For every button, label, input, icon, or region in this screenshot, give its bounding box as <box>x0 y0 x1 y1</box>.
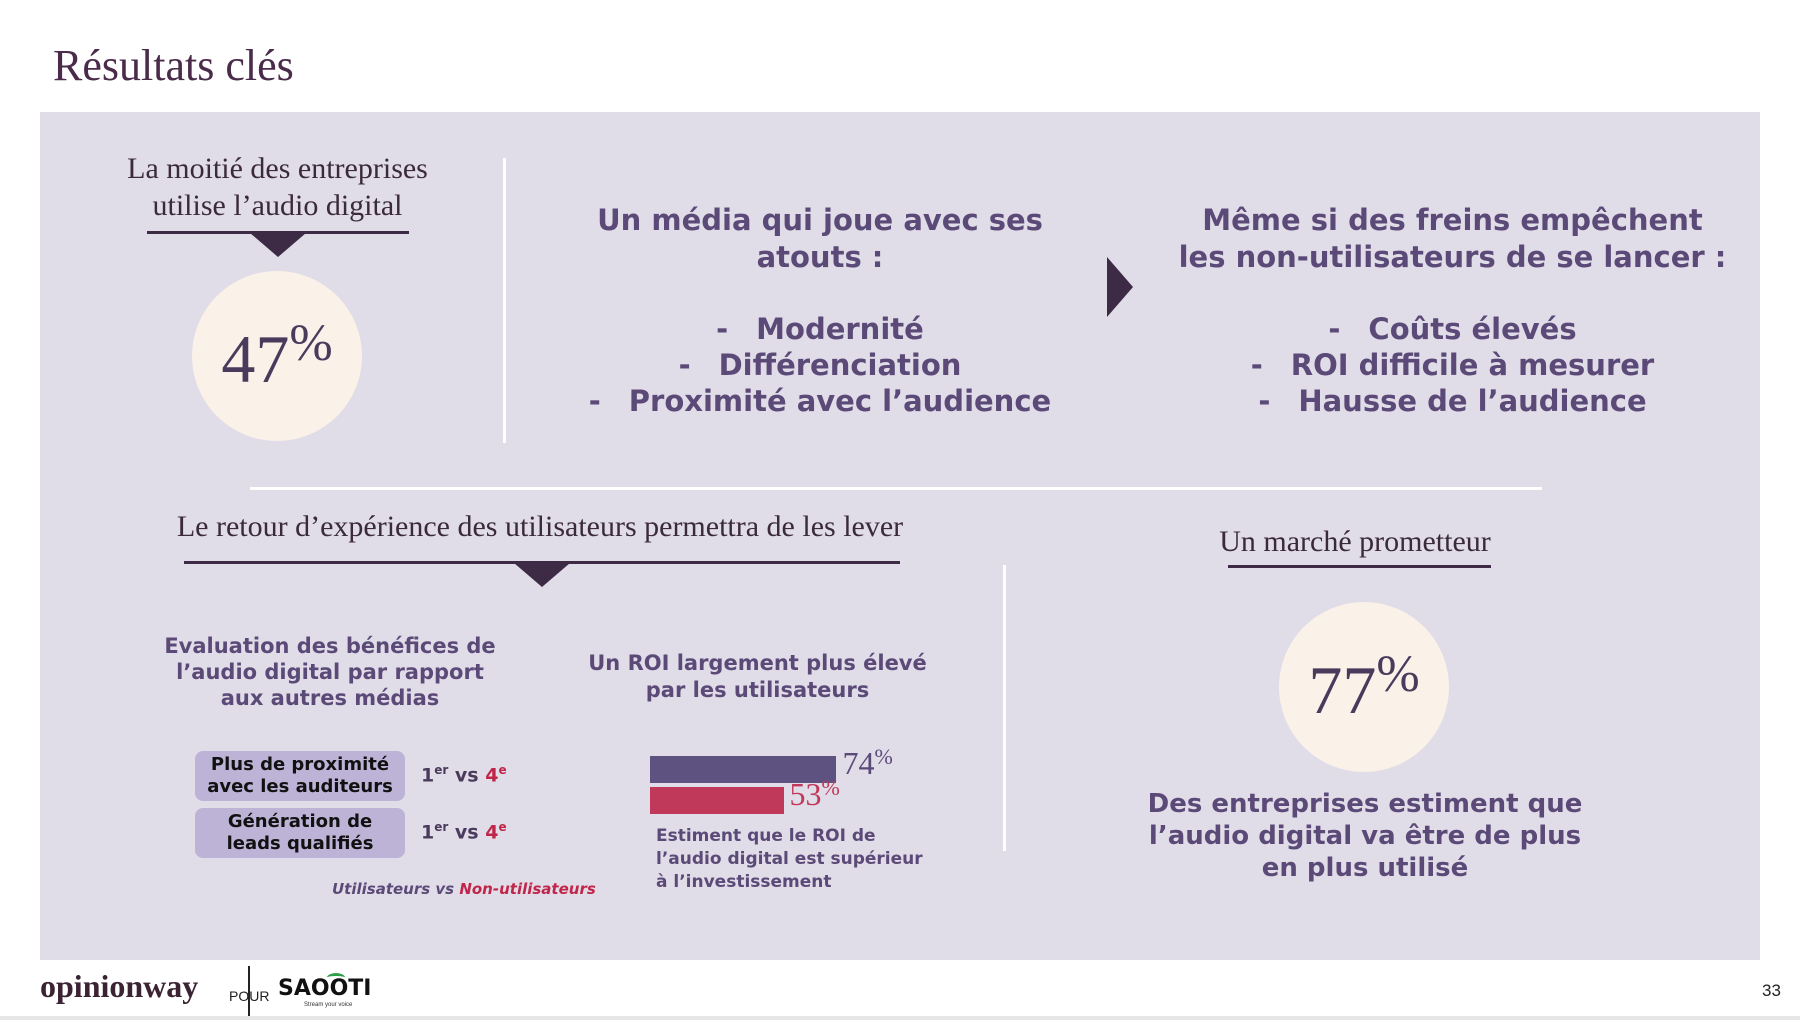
barriers-heading-line2: les non-utilisateurs de se lancer : <box>1178 240 1727 274</box>
feedback-notch <box>514 563 570 587</box>
assets-heading-line2: atouts : <box>756 240 884 274</box>
roi-caption: Estiment que le ROI de l’audio digital e… <box>656 826 923 892</box>
roi-bar-chart: 74% 53% <box>650 744 970 820</box>
barriers-list: - Coûts élevés - ROI difficile à mesurer -… <box>1180 311 1725 419</box>
roi-label-users: 74% <box>842 744 893 781</box>
barriers-heading-line1: Même si des freins empêchent <box>1202 203 1703 237</box>
right-arrow-icon <box>1107 257 1133 317</box>
barriers-heading: Même si des freins empêchent les non-uti… <box>1170 202 1735 276</box>
bottom-edge <box>0 1016 1800 1020</box>
saooti-logo: SAOOTI <box>278 976 372 1001</box>
users-legend: Utilisateurs vs Non-utilisateurs <box>332 880 596 898</box>
market-caption: Des entreprises estiment que l’audio dig… <box>1147 789 1583 883</box>
benefit-pill-proximity: Plus de proximité avec les auditeurs <box>195 751 405 801</box>
horizontal-divider <box>250 487 1542 490</box>
footer-separator <box>248 966 250 1016</box>
saooti-tagline: Stream your voice <box>304 1002 353 1008</box>
market-heading: Un marché prometteur <box>1219 525 1491 558</box>
rank-proximity: 1er vs 4e <box>421 763 507 787</box>
assets-list-item: - Différenciation <box>678 348 962 382</box>
adoption-stat: 47% <box>221 314 332 399</box>
market-stat-value: 77 <box>1308 651 1377 728</box>
adoption-heading: La moitié des entreprises utilise l’audi… <box>70 150 485 224</box>
barriers-list-item: - Hausse de l’audience <box>1258 384 1647 418</box>
divider-bottom <box>1003 565 1006 851</box>
barriers-list-item: - Coûts élevés <box>1328 312 1577 346</box>
assets-heading-line1: Un média qui joue avec ses <box>597 203 1043 237</box>
assets-list-item: - Modernité <box>716 312 924 346</box>
feedback-underline <box>184 561 900 564</box>
adoption-heading-line1: La moitié des entreprises <box>127 152 428 185</box>
adoption-stat-value: 47 <box>221 320 290 397</box>
roi-bar-non-users <box>650 787 784 814</box>
market-stat-unit: % <box>1376 645 1420 703</box>
adoption-heading-line2: utilise l’audio digital <box>152 189 403 222</box>
roi-label-non-users: 53% <box>789 775 840 812</box>
opinionway-logo: opinionway <box>40 968 199 1004</box>
roi-bar-users <box>650 756 837 783</box>
feedback-heading: Le retour d’expérience des utilisateurs … <box>176 510 904 543</box>
assets-list-item: - Proximité avec l’audience <box>588 384 1052 418</box>
assets-list: - Modernité - Différenciation - Proximité a… <box>560 311 1080 419</box>
market-stat: 77% <box>1308 645 1419 730</box>
page-number: 33 <box>1762 981 1781 1000</box>
divider-top-left <box>503 158 506 443</box>
adoption-stat-unit: % <box>289 314 333 372</box>
market-stat-circle: 77% <box>1279 602 1449 772</box>
market-underline <box>1228 565 1491 568</box>
benefit-pill-leads: Génération de leads qualifiés <box>195 808 405 858</box>
adoption-stat-circle: 47% <box>192 271 362 441</box>
roi-title: Un ROI largement plus élevé par les util… <box>588 651 927 702</box>
assets-heading: Un média qui joue avec ses atouts : <box>560 202 1080 276</box>
saooti-logo-arc-icon <box>327 973 345 982</box>
adoption-underline <box>147 231 409 234</box>
rank-leads: 1er vs 4e <box>421 820 507 844</box>
evaluation-title: Evaluation des bénéfices de l’audio digi… <box>164 634 496 710</box>
barriers-list-item: - ROI difficile à mesurer <box>1250 348 1655 382</box>
page-title: Résultats clés <box>53 41 294 90</box>
adoption-notch <box>250 233 306 257</box>
